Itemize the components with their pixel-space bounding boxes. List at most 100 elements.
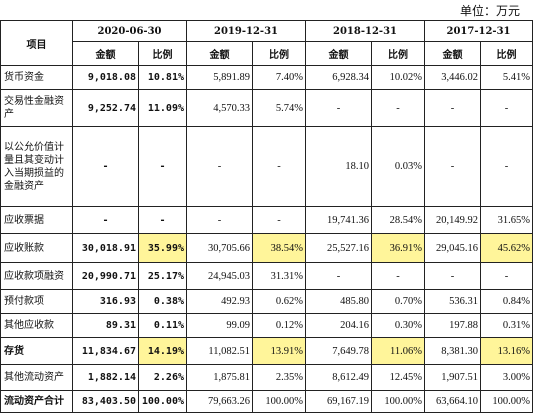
- ratio-cell: 38.54%: [252, 233, 306, 263]
- row-label: 其他应收款: [0, 313, 73, 338]
- amount-cell: 8,612.49: [305, 364, 372, 391]
- ratio-cell: -: [371, 262, 425, 290]
- amount-cell: 30,705.66: [186, 233, 253, 263]
- amount-cell: 20,990.71: [72, 262, 139, 290]
- amount-cell: -: [424, 262, 481, 290]
- amount-cell: 7,649.78: [305, 337, 372, 365]
- amount-cell: -: [186, 206, 253, 234]
- amount-cell: 63,664.10: [424, 390, 481, 413]
- amount-cell: 99.09: [186, 313, 253, 338]
- amount-cell: 485.80: [305, 289, 372, 314]
- ratio-cell: 0.70%: [371, 289, 425, 314]
- amount-cell: -: [305, 89, 372, 127]
- header-amount: 金额: [186, 41, 253, 66]
- ratio-cell: 45.62%: [480, 233, 533, 263]
- ratio-cell: -: [480, 262, 533, 290]
- row-label: 应收款项融资: [0, 262, 73, 290]
- amount-cell: -: [424, 89, 481, 127]
- header-period-2: 2019-12-31: [186, 20, 306, 42]
- header-period-1: 2020-06-30: [72, 20, 187, 42]
- row-label: 货币资金: [0, 65, 73, 90]
- ratio-cell: 0.30%: [371, 313, 425, 338]
- header-amount: 金额: [305, 41, 372, 66]
- unit-label: 单位：万元: [459, 4, 520, 18]
- amount-cell: -: [424, 126, 481, 207]
- ratio-cell: 2.35%: [252, 364, 306, 391]
- header-ratio: 比例: [252, 41, 306, 66]
- ratio-cell: 31.65%: [480, 206, 533, 234]
- table-row: 货币资金 9,018.08 10.81% 5,891.89 7.40% 6,928.34 1…: [0, 65, 533, 90]
- row-label: 存货: [0, 337, 73, 365]
- amount-cell: 1,907.51: [424, 364, 481, 391]
- amount-cell: 536.31: [424, 289, 481, 314]
- amount-cell: 19,741.36: [305, 206, 372, 234]
- ratio-cell: -: [252, 206, 306, 234]
- ratio-cell: -: [252, 126, 306, 207]
- amount-cell: 11,834.67: [72, 337, 139, 365]
- ratio-cell: 0.31%: [480, 313, 533, 338]
- amount-cell: 83,403.50: [72, 390, 139, 413]
- table-row: 交易性金融资产 9,252.74 11.09% 4,570.33 5.74% - - - -: [0, 89, 533, 127]
- ratio-cell: 12.45%: [371, 364, 425, 391]
- amount-cell: 1,875.81: [186, 364, 253, 391]
- amount-cell: 79,663.26: [186, 390, 253, 413]
- amount-cell: 6,928.34: [305, 65, 372, 90]
- amount-cell: -: [186, 126, 253, 207]
- amount-cell: 25,527.16: [305, 233, 372, 263]
- header-ratio: 比例: [138, 41, 187, 66]
- header-ratio: 比例: [480, 41, 533, 66]
- amount-cell: 20,149.92: [424, 206, 481, 234]
- ratio-cell: -: [138, 126, 187, 207]
- ratio-cell: 100.00%: [252, 390, 306, 413]
- row-label: 流动资产合计: [0, 390, 73, 413]
- current-assets-table: 项目 2020-06-30 2019-12-31 2018-12-31 2017…: [0, 20, 533, 413]
- header-item: 项目: [0, 20, 73, 66]
- ratio-cell: 0.12%: [252, 313, 306, 338]
- ratio-cell: 5.41%: [480, 65, 533, 90]
- amount-cell: 492.93: [186, 289, 253, 314]
- amount-cell: 3,446.02: [424, 65, 481, 90]
- amount-cell: 8,381.30: [424, 337, 481, 365]
- table-row: 存货 11,834.67 14.19% 11,082.51 13.91% 7,649.78…: [0, 337, 533, 365]
- ratio-cell: 2.26%: [138, 364, 187, 391]
- ratio-cell: 28.54%: [371, 206, 425, 234]
- ratio-cell: 5.74%: [252, 89, 306, 127]
- ratio-cell: 13.91%: [252, 337, 306, 365]
- row-label: 以公允价值计量且其变动计入当期损益的金融资产: [0, 126, 73, 207]
- amount-cell: 197.88: [424, 313, 481, 338]
- ratio-cell: 0.84%: [480, 289, 533, 314]
- header-amount: 金额: [424, 41, 481, 66]
- ratio-cell: 11.06%: [371, 337, 425, 365]
- amount-cell: 204.16: [305, 313, 372, 338]
- amount-cell: -: [305, 262, 372, 290]
- amount-cell: -: [72, 206, 139, 234]
- ratio-cell: 31.31%: [252, 262, 306, 290]
- amount-cell: 30,018.91: [72, 233, 139, 263]
- ratio-cell: 13.16%: [480, 337, 533, 365]
- ratio-cell: -: [138, 206, 187, 234]
- row-label: 预付款项: [0, 289, 73, 314]
- row-label: 其他流动资产: [0, 364, 73, 391]
- ratio-cell: 14.19%: [138, 337, 187, 365]
- amount-cell: 24,945.03: [186, 262, 253, 290]
- ratio-cell: 0.11%: [138, 313, 187, 338]
- ratio-cell: 3.00%: [480, 364, 533, 391]
- amount-cell: 89.31: [72, 313, 139, 338]
- header-amount: 金额: [72, 41, 139, 66]
- ratio-cell: 0.38%: [138, 289, 187, 314]
- ratio-cell: -: [371, 89, 425, 127]
- ratio-cell: 11.09%: [138, 89, 187, 127]
- header-period-4: 2017-12-31: [424, 20, 533, 42]
- amount-cell: 11,082.51: [186, 337, 253, 365]
- ratio-cell: 7.40%: [252, 65, 306, 90]
- ratio-cell: 0.03%: [371, 126, 425, 207]
- amount-cell: 9,018.08: [72, 65, 139, 90]
- row-label: 应收账款: [0, 233, 73, 263]
- header-period-3: 2018-12-31: [305, 20, 425, 42]
- ratio-cell: -: [480, 126, 533, 207]
- amount-cell: 1,882.14: [72, 364, 139, 391]
- amount-cell: 69,167.19: [305, 390, 372, 413]
- table-row: 预付款项 316.93 0.38% 492.93 0.62% 485.80 0.70% 536…: [0, 289, 533, 314]
- table-row: 应收账款 30,018.91 35.99% 30,705.66 38.54% 25,527…: [0, 233, 533, 263]
- table-row: 其他应收款 89.31 0.11% 99.09 0.12% 204.16 0.30% 197.…: [0, 313, 533, 338]
